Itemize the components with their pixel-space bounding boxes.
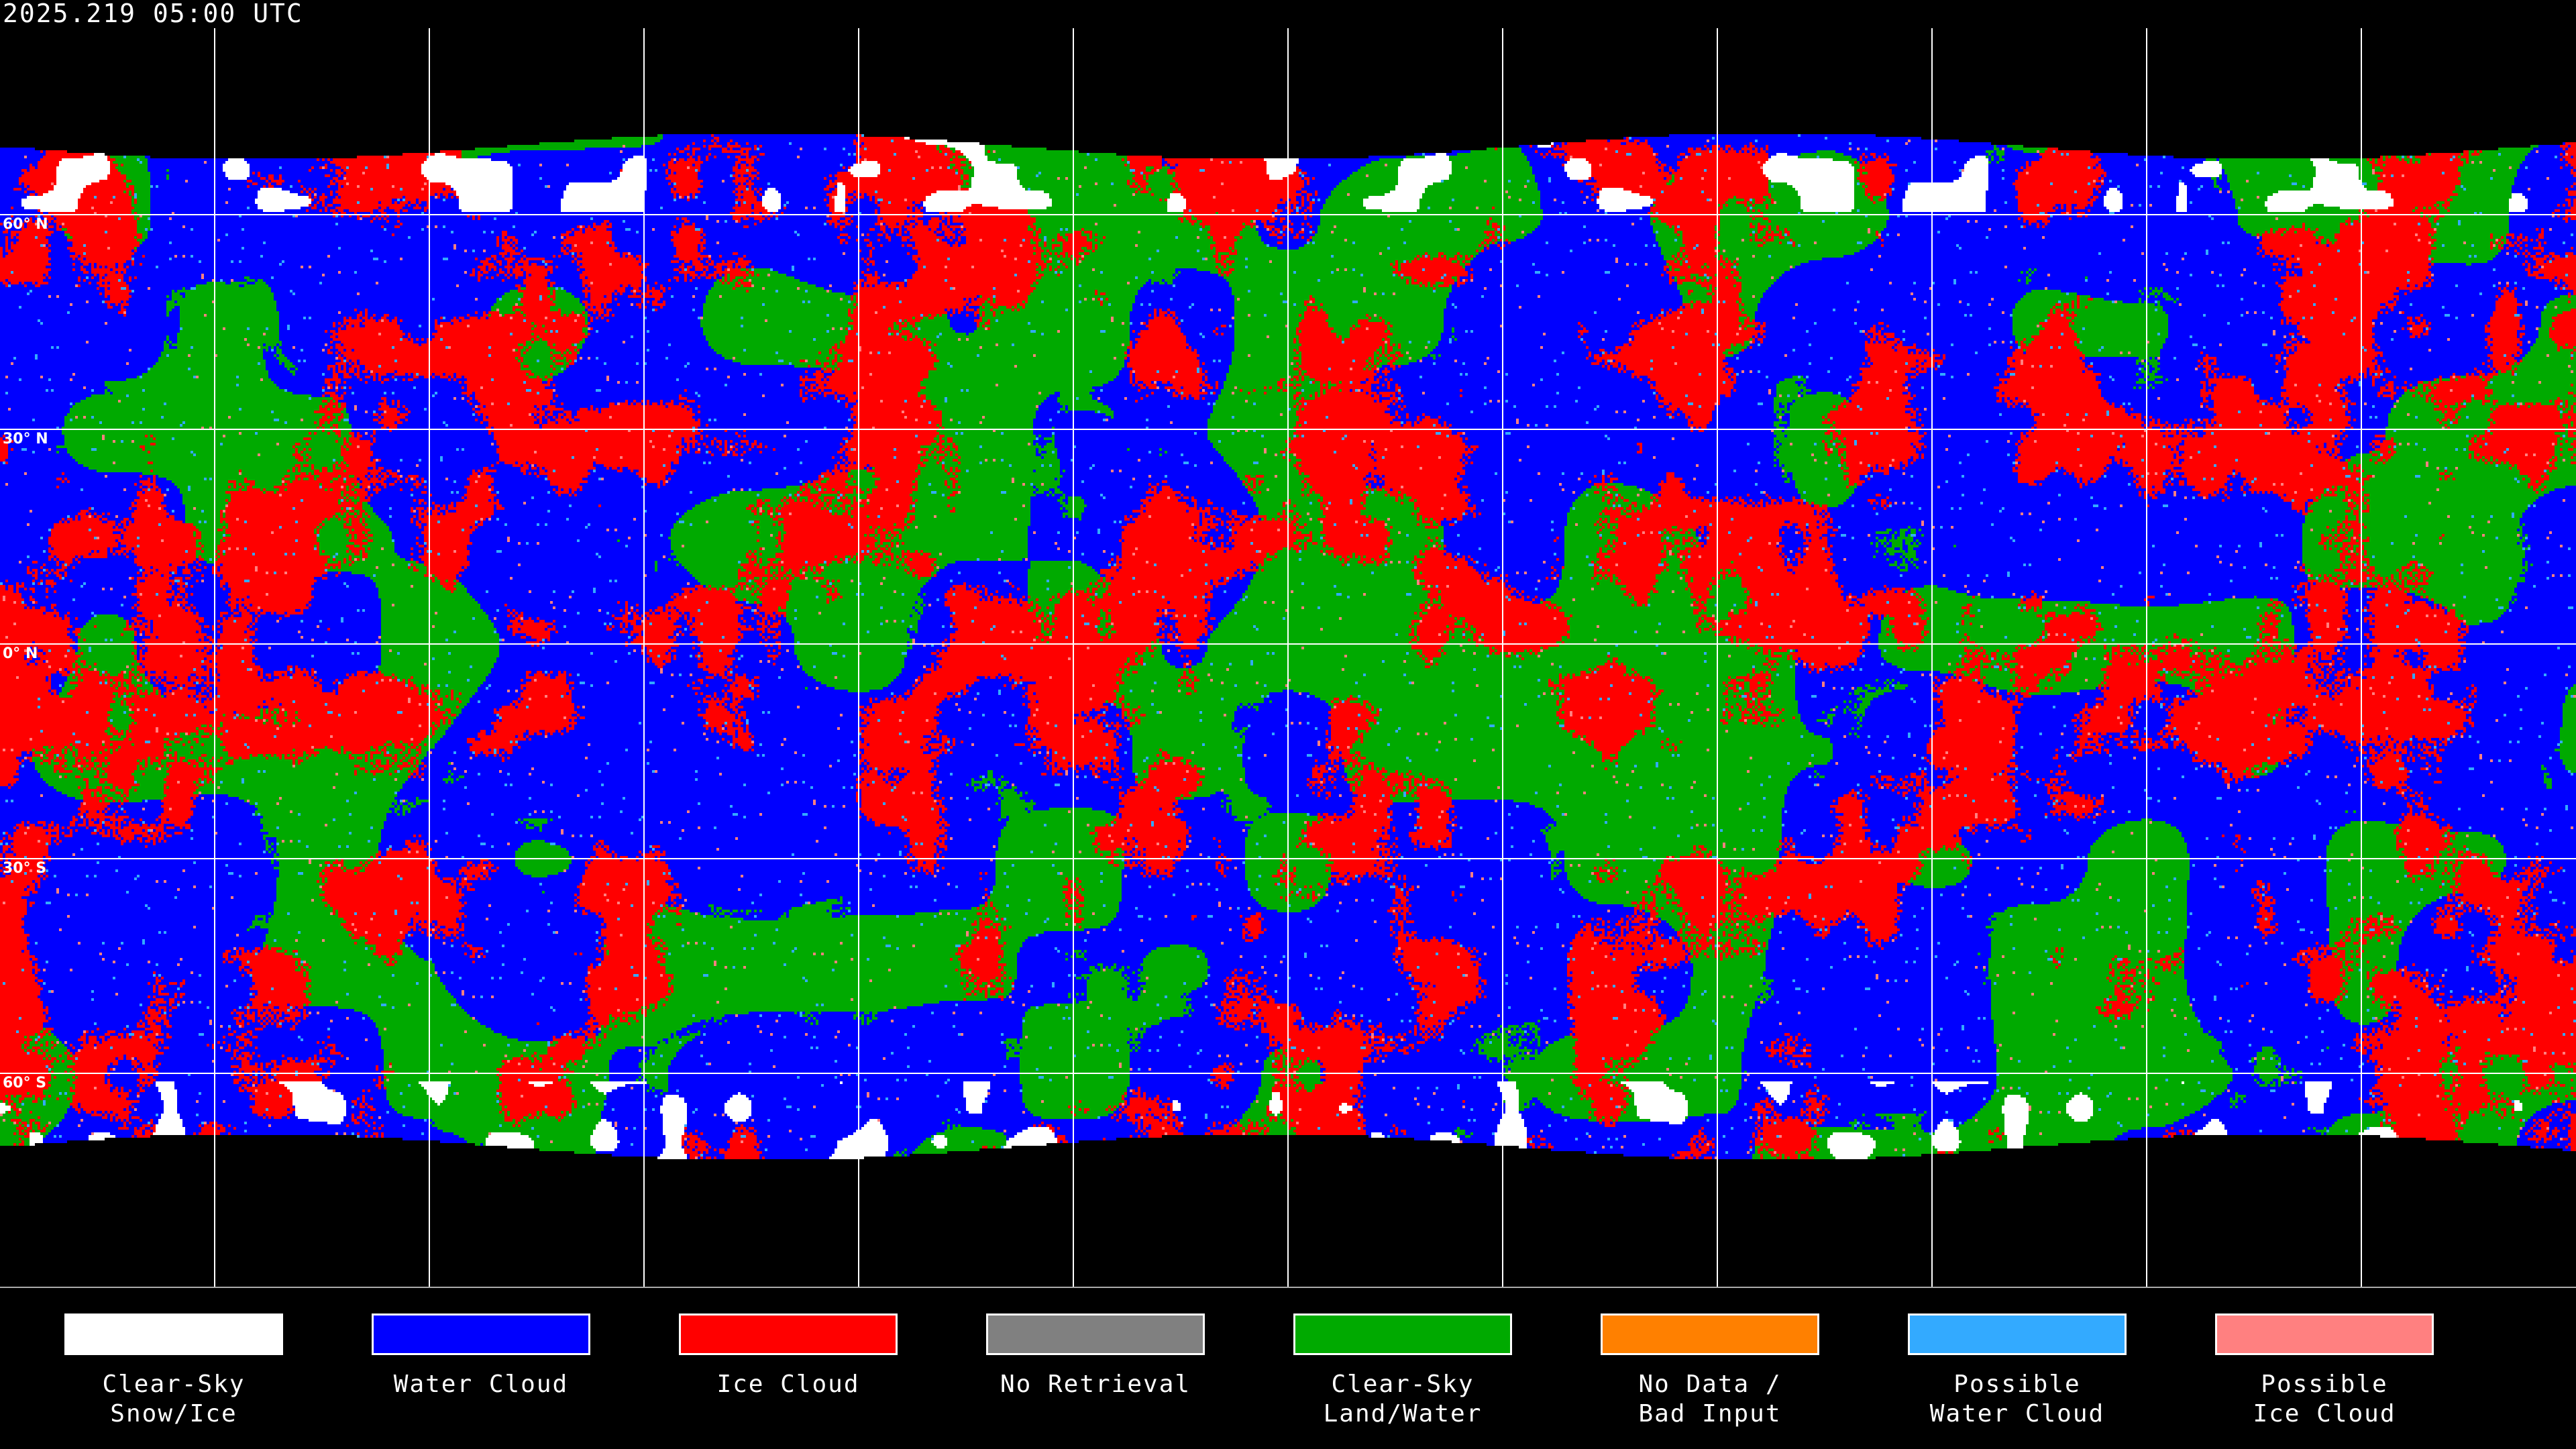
lat-label-30s: 30° S	[3, 860, 47, 877]
legend-swatch	[1908, 1313, 2127, 1355]
legend-item-water-cloud: Water Cloud	[372, 1313, 590, 1399]
parallel-line	[0, 1073, 2576, 1074]
lat-label-0n: 0° N	[3, 645, 38, 662]
legend-item-clear-sky-land: Clear-Sky Land/Water	[1293, 1313, 1512, 1429]
legend-item-ice-cloud: Ice Cloud	[679, 1313, 898, 1399]
legend-swatch	[679, 1313, 898, 1355]
legend-label: No Retrieval	[1000, 1371, 1191, 1398]
legend-item-no-retrieval: No Retrieval	[986, 1313, 1205, 1399]
parallel-line	[0, 429, 2576, 430]
lat-label-30n: 30° N	[3, 431, 48, 447]
meridian-line	[858, 28, 859, 1287]
lat-label-60s: 60° S	[3, 1075, 47, 1091]
meridian-line	[1287, 28, 1289, 1287]
lat-label-60n: 60° N	[3, 216, 48, 233]
legend-swatch	[372, 1313, 590, 1355]
meridian-line	[1502, 28, 1503, 1287]
legend-item-no-data: No Data / Bad Input	[1601, 1313, 1819, 1429]
parallel-line	[0, 214, 2576, 215]
legend-label: Ice Cloud	[716, 1371, 860, 1398]
meridian-line	[1717, 28, 1718, 1287]
meridian-line	[214, 28, 215, 1287]
legend-divider	[0, 1287, 2576, 1288]
parallel-line	[0, 643, 2576, 645]
legend-label: Possible Water Cloud	[1929, 1371, 2105, 1428]
legend-label: Clear-Sky Snow/Ice	[102, 1371, 246, 1428]
meridian-line	[429, 28, 430, 1287]
legend-swatch	[1293, 1313, 1512, 1355]
meridian-line	[2361, 28, 2362, 1287]
legend-label: Clear-Sky Land/Water	[1323, 1371, 1483, 1428]
legend-swatch	[2215, 1313, 2434, 1355]
timestamp-label: 2025.219 05:00 UTC	[3, 0, 303, 28]
meridian-line	[1073, 28, 1074, 1287]
legend-swatch	[986, 1313, 1205, 1355]
legend-label: No Data / Bad Input	[1638, 1371, 1782, 1428]
meridian-line	[643, 28, 645, 1287]
meridian-line	[1931, 28, 1933, 1287]
legend-label: Water Cloud	[393, 1371, 569, 1398]
parallel-line	[0, 858, 2576, 859]
meridian-line	[2146, 28, 2147, 1287]
legend-swatch	[1601, 1313, 1819, 1355]
legend-swatch	[64, 1313, 283, 1355]
legend-item-possible-ice-cloud: Possible Ice Cloud	[2215, 1313, 2434, 1429]
legend-item-clear-sky-snow: Clear-Sky Snow/Ice	[64, 1313, 283, 1429]
legend-label: Possible Ice Cloud	[2253, 1371, 2396, 1428]
cloud-phase-map: 2025.219 05:00 UTC 60° N 30° N 0° N 30° …	[0, 0, 2576, 1288]
legend-item-possible-water-cloud: Possible Water Cloud	[1908, 1313, 2127, 1429]
